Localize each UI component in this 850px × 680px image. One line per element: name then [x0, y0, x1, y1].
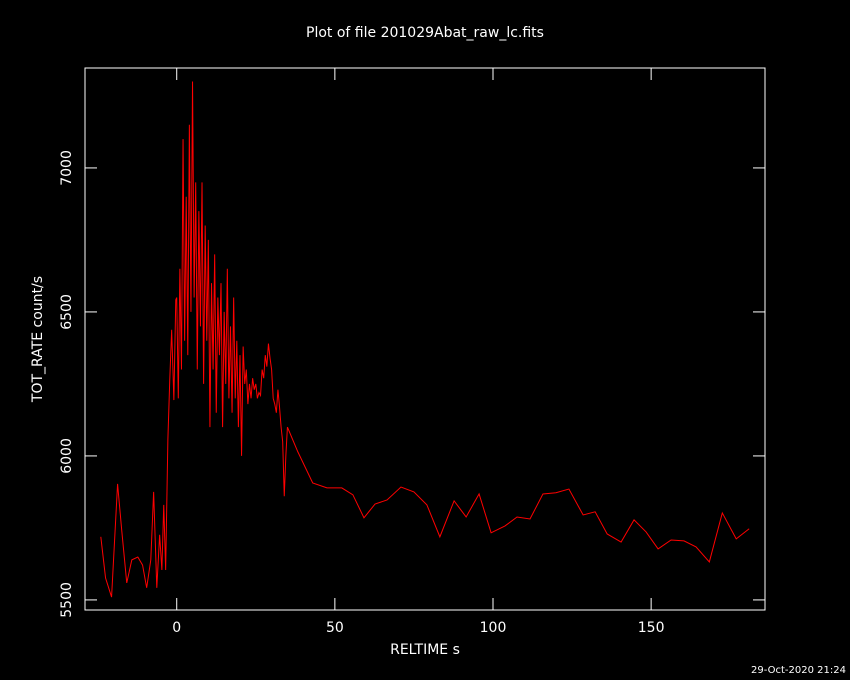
y-tick-label: 7000	[59, 150, 75, 186]
y-tick-label: 6000	[59, 438, 75, 474]
y-tick-label: 5500	[59, 582, 75, 618]
x-axis-label: RELTIME s	[390, 642, 460, 658]
x-tick-label: 50	[326, 620, 344, 636]
plot-frame	[84, 67, 766, 611]
y-axis-label: TOT_RATE count/s	[30, 276, 46, 403]
x-tick-label: 150	[638, 620, 665, 636]
x-tick-label: 0	[172, 620, 181, 636]
x-tick-label: 100	[480, 620, 507, 636]
y-tick-label: 6500	[59, 294, 75, 330]
chart-title: Plot of file 201029Abat_raw_lc.fits	[306, 25, 544, 41]
light-curve	[100, 81, 750, 598]
timestamp: 29-Oct-2020 21:24	[751, 665, 846, 676]
